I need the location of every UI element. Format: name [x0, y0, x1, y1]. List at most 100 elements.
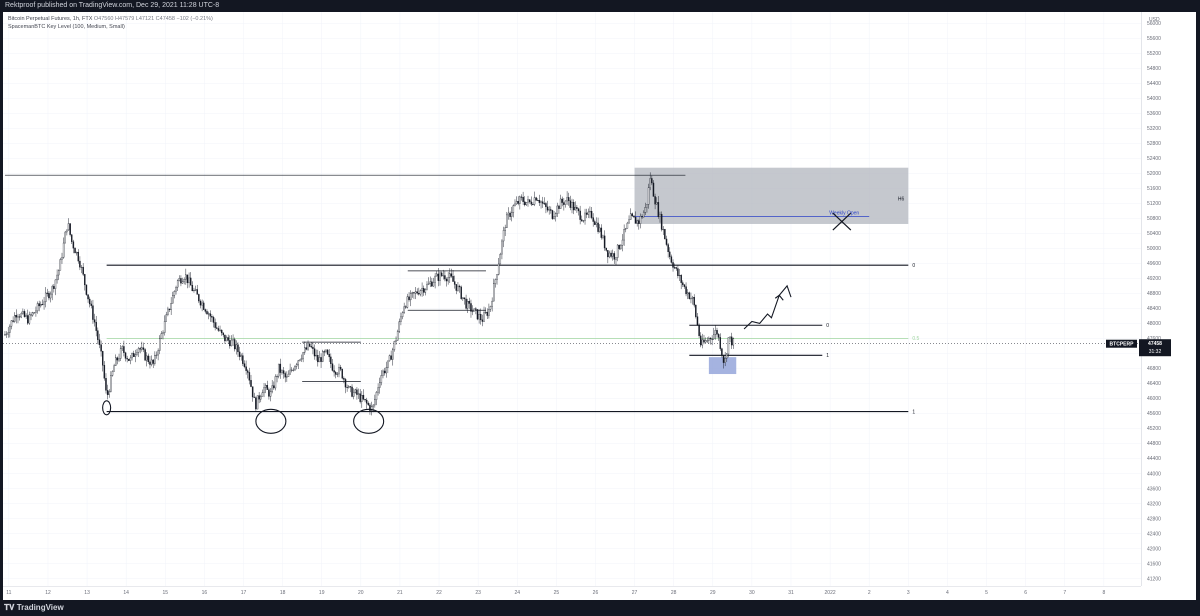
candle-body [603, 235, 606, 249]
candle-body [48, 292, 50, 299]
candle-body [506, 214, 508, 228]
candle-body [157, 350, 159, 356]
candle-body [406, 296, 409, 308]
candle-body [432, 282, 435, 287]
price-tick-label: 53200 [1147, 126, 1161, 132]
candle-body [571, 202, 573, 208]
candle-body [339, 366, 342, 370]
candle-body [263, 387, 265, 393]
candle-body [652, 182, 655, 197]
key-levels: Weekly Open 0 1 0.5 0 1 [3, 174, 1141, 415]
candle-body [722, 355, 725, 363]
candle-body [463, 297, 466, 300]
candle-body [9, 325, 11, 333]
time-tick-label: 16 [202, 590, 208, 596]
time-tick-label: 31 [788, 590, 794, 596]
candle-body [266, 385, 269, 390]
candle-body [434, 275, 436, 283]
candle-body [598, 227, 601, 232]
candle-body [413, 292, 415, 294]
candle-body [15, 315, 18, 318]
candle-body [186, 274, 189, 284]
candle-body [445, 278, 448, 282]
candle-body [325, 349, 327, 353]
price-tick-label: 48400 [1147, 306, 1161, 312]
candle-body [569, 200, 572, 208]
candle-body [491, 300, 493, 307]
candle-body [88, 298, 91, 305]
candle-body [145, 355, 148, 361]
candle-body [260, 396, 262, 400]
candle-body [18, 316, 21, 318]
candle-body [142, 347, 145, 350]
candle-body [641, 216, 643, 218]
candle-body [605, 247, 607, 251]
candle-body [66, 229, 68, 233]
candle-body [281, 370, 283, 373]
time-tick-label: 29 [710, 590, 716, 596]
candle-body [41, 304, 44, 306]
candle-body [717, 334, 720, 338]
candle-body [483, 312, 485, 322]
candle-body [238, 351, 241, 357]
candle-body [229, 340, 231, 347]
candle-body [566, 197, 568, 202]
candle-body [669, 251, 671, 257]
candle-body [95, 321, 97, 331]
candle-body [470, 303, 472, 312]
price-tick-label: 47600 [1147, 336, 1161, 342]
candle-body [527, 199, 529, 203]
price-tick-label: 50400 [1147, 231, 1161, 237]
candle-body [328, 354, 330, 358]
price-tick-label: 42800 [1147, 516, 1161, 522]
candle-body [709, 337, 712, 340]
candle-body [28, 314, 31, 324]
candle-body [75, 251, 78, 254]
candle-body [25, 315, 27, 317]
key-level-label: 0 [912, 263, 915, 269]
price-tick-label: 52000 [1147, 171, 1161, 177]
price-tick-label: 52400 [1147, 156, 1161, 162]
candle-body [23, 311, 26, 317]
price-tick-label: 45200 [1147, 426, 1161, 432]
candle-body [426, 284, 428, 290]
candle-body [473, 308, 475, 312]
candle-body [300, 358, 303, 361]
candle-body [538, 200, 541, 203]
candle-body [113, 365, 115, 372]
candle-body [144, 349, 146, 361]
tradingview-logo: 𝐓𝐕 TradingView [4, 602, 64, 614]
candle-body [43, 301, 45, 305]
candle-body [247, 370, 249, 373]
time-tick-label: 17 [241, 590, 247, 596]
candle-body [175, 287, 177, 292]
candle-body [429, 281, 431, 284]
candle-body [134, 354, 137, 357]
candle-body [724, 358, 726, 363]
price-tick-label: 53600 [1147, 111, 1161, 117]
candle-body [105, 378, 107, 391]
candle-body [188, 277, 190, 284]
candle-body [494, 279, 497, 284]
candle-body [189, 277, 192, 286]
candle-body [457, 285, 459, 291]
price-tick-label: 41200 [1147, 576, 1161, 582]
candle-body [665, 238, 668, 245]
candle-body [628, 219, 630, 224]
candle-body [561, 198, 563, 203]
candle-body [110, 375, 112, 392]
candle-body [458, 285, 461, 288]
candle-body [540, 201, 542, 203]
candle-body [589, 210, 591, 213]
candle-body [71, 234, 73, 242]
ohlc-values: O47560 H47579 L47121 C47458 −102 (−0.21%… [93, 16, 213, 22]
candle-body [507, 212, 510, 216]
candle-body [678, 275, 681, 277]
candle-body [380, 375, 383, 383]
candle-body [364, 399, 366, 401]
candle-body [348, 386, 350, 388]
candle-body [638, 220, 640, 224]
candle-body [493, 283, 495, 302]
candle-body [225, 337, 228, 342]
